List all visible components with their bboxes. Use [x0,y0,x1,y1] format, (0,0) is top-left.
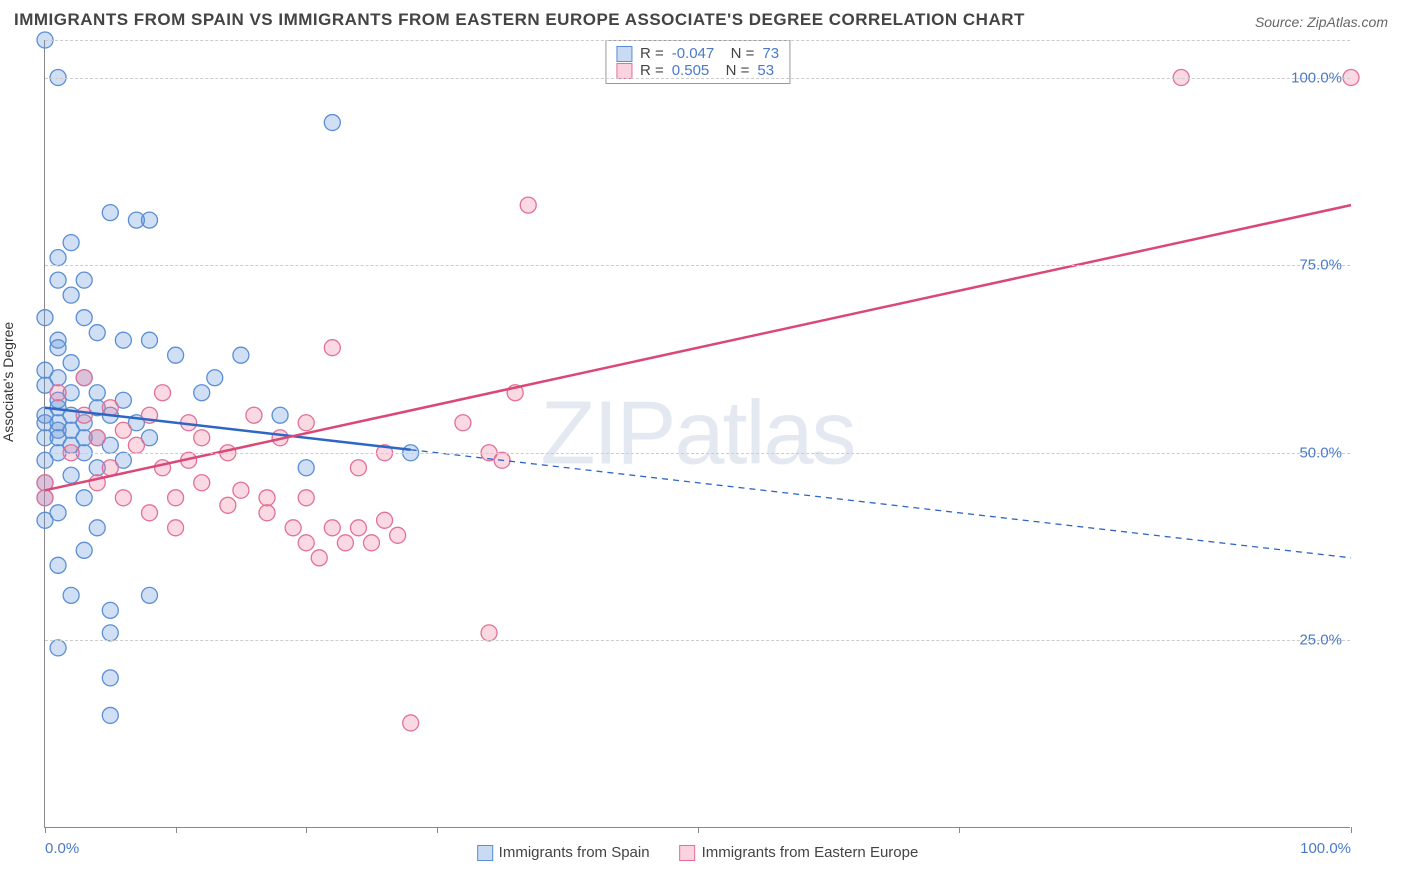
chart-title: IMMIGRANTS FROM SPAIN VS IMMIGRANTS FROM… [14,10,1025,30]
y-axis-label: Associate's Degree [0,322,16,442]
legend-label: Immigrants from Eastern Europe [702,844,919,861]
chart-svg [45,40,1350,827]
legend-label: Immigrants from Spain [499,844,650,861]
legend-item-spain: Immigrants from Spain [477,844,650,861]
plot-area: ZIPatlas R = -0.047 N = 73R = 0.505 N = … [44,40,1350,828]
source-label: Source: ZipAtlas.com [1255,14,1388,30]
swatch-icon [680,845,696,861]
series-legend: Immigrants from Spain Immigrants from Ea… [477,844,919,861]
legend-item-eastern-europe: Immigrants from Eastern Europe [680,844,919,861]
swatch-icon [477,845,493,861]
